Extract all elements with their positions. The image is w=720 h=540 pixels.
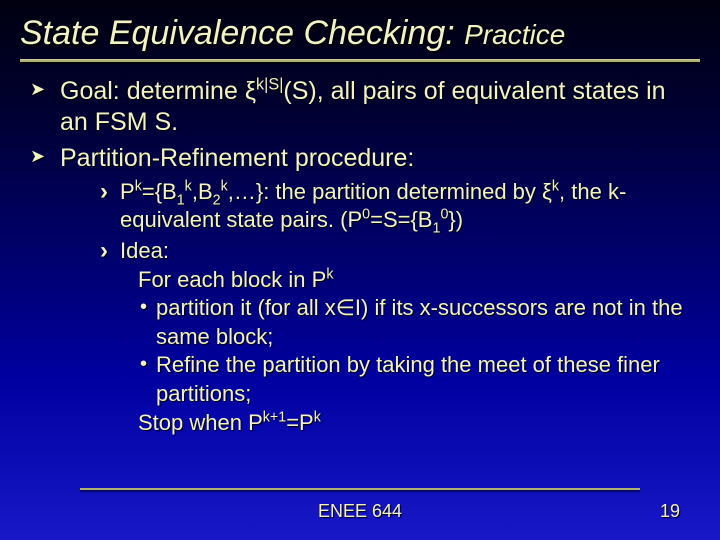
- title-underline: [20, 59, 700, 62]
- slide: State Equivalence Checking: Practice Goa…: [0, 0, 720, 540]
- content-area: Goal: determine ξk|S||S|(S), all pairs o…: [0, 72, 720, 437]
- superscript: k: [326, 266, 333, 282]
- text: Idea:: [120, 238, 169, 263]
- text: }): [448, 207, 463, 232]
- text: Goal: determine ξ: [60, 77, 256, 105]
- slide-title: State Equivalence Checking: Practice: [0, 0, 720, 57]
- text: =P: [286, 410, 314, 435]
- text: Refine the partition by taking the meet …: [156, 352, 660, 406]
- text: Partition-Refinement procedure:: [60, 144, 414, 172]
- subscript: 1: [432, 221, 440, 237]
- superscript: k: [552, 178, 559, 194]
- text: P: [120, 179, 135, 204]
- idea-dot-partition: partition it (for all x∈I) if its x-succ…: [138, 294, 690, 351]
- subscript: 1: [177, 192, 185, 208]
- text: Stop when P: [138, 410, 263, 435]
- bullet-procedure: Partition-Refinement procedure: Pk={B1k,…: [30, 143, 690, 438]
- text: For each block in P: [138, 267, 326, 292]
- text: ={B: [142, 179, 177, 204]
- idea-block: For each block in Pk partition it (for a…: [120, 266, 690, 438]
- text: ,…}: the partition determined by ξ: [228, 179, 552, 204]
- bullet-goal: Goal: determine ξk|S||S|(S), all pairs o…: [30, 76, 690, 139]
- text: =S={B: [370, 207, 432, 232]
- text: ,B: [192, 179, 213, 204]
- superscript: k: [135, 178, 142, 194]
- bullet-list-level1: Goal: determine ξk|S||S|(S), all pairs o…: [30, 76, 690, 437]
- sub-bullet-idea: Idea: For each block in Pk partition it …: [100, 237, 690, 437]
- idea-line-foreach: For each block in Pk: [138, 266, 690, 295]
- footer-page-number: 19: [660, 501, 680, 522]
- superscript: k: [221, 178, 228, 194]
- idea-line-stop: Stop when Pk+1=Pk: [138, 409, 690, 438]
- footer-course: ENEE 644: [0, 501, 720, 522]
- superscript: k: [256, 76, 264, 94]
- sub-bullet-partition-def: Pk={B1k,B2k,…}: the partition determined…: [100, 178, 690, 235]
- superscript: k: [185, 178, 192, 194]
- title-main: State Equivalence Checking:: [20, 14, 455, 52]
- superscript: k: [314, 409, 321, 425]
- text: partition it (for all x∈I) if its x-succ…: [156, 295, 683, 349]
- footer-rule: [80, 488, 640, 490]
- superscript: k+1: [263, 409, 286, 425]
- idea-dot-refine: Refine the partition by taking the meet …: [138, 351, 690, 408]
- superscript: 0: [362, 207, 370, 223]
- subscript: 2: [213, 192, 221, 208]
- bullet-list-level2: Pk={B1k,B2k,…}: the partition determined…: [60, 178, 690, 437]
- title-subtitle: Practice: [464, 19, 565, 50]
- superscript: |S|: [264, 76, 283, 94]
